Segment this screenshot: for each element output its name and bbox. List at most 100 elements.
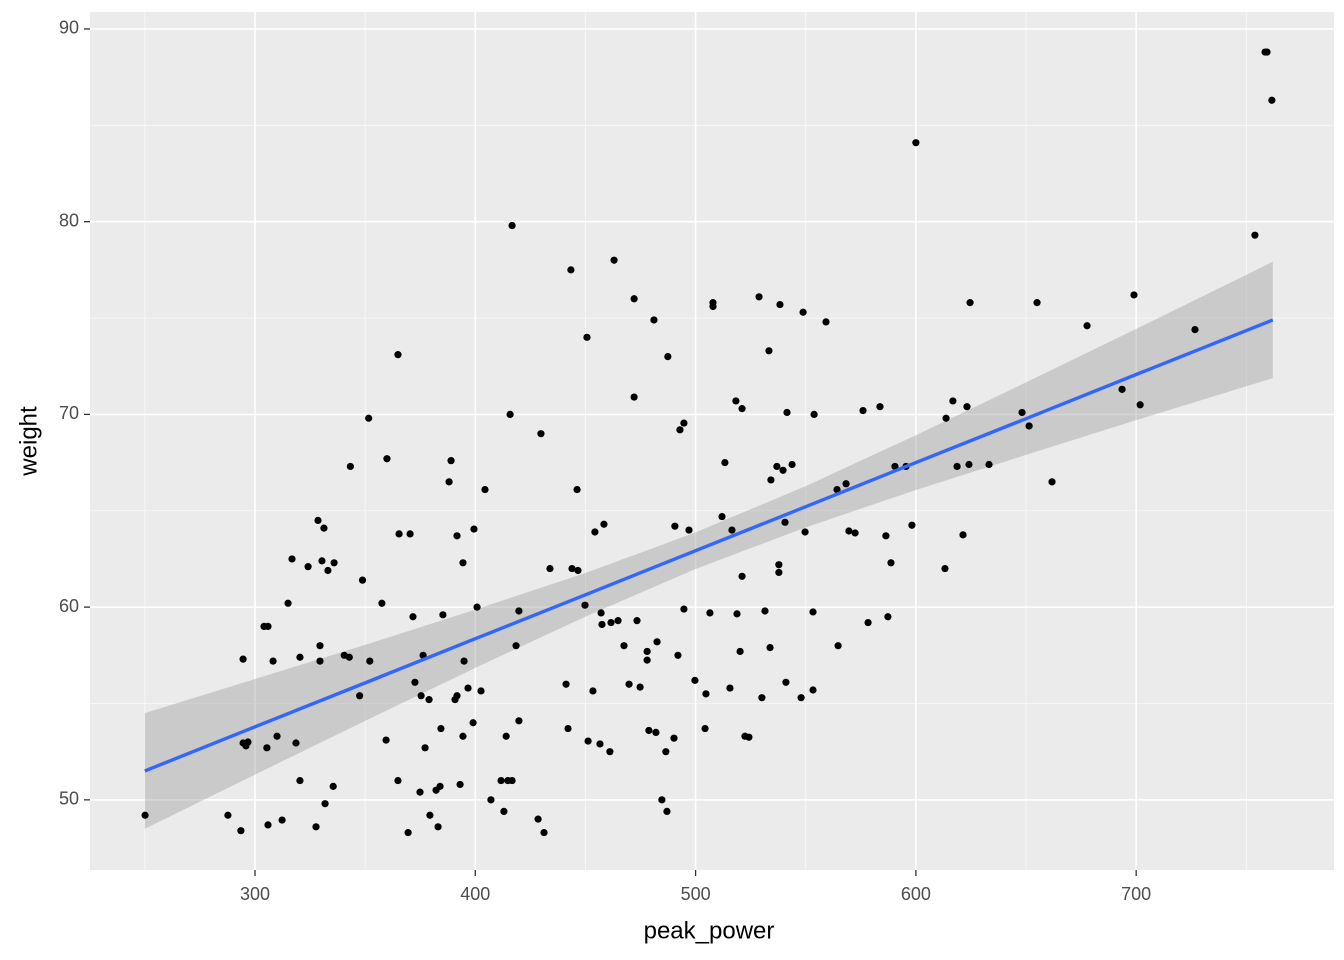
data-point	[470, 525, 478, 533]
data-point	[941, 564, 949, 573]
data-point	[426, 811, 434, 819]
data-point	[500, 807, 508, 816]
data-point	[330, 559, 338, 567]
data-point	[680, 419, 688, 427]
data-point	[664, 352, 672, 361]
data-point	[436, 782, 444, 790]
data-point	[573, 485, 581, 494]
data-point	[965, 460, 973, 469]
data-point	[314, 516, 322, 525]
data-point	[394, 351, 402, 359]
data-point	[600, 520, 608, 528]
data-point	[453, 532, 461, 540]
y-tick-label: 50	[59, 789, 79, 809]
data-point	[583, 333, 591, 341]
y-tick-label: 70	[59, 403, 79, 423]
data-point	[721, 458, 729, 467]
axes: 300 400 500 600 700 50 60 70 80 90	[59, 18, 1151, 904]
data-point	[237, 827, 245, 835]
data-point	[726, 684, 734, 692]
data-point	[733, 610, 741, 618]
data-point	[356, 692, 364, 700]
data-point	[728, 526, 736, 534]
data-point	[456, 780, 464, 789]
data-point	[469, 719, 477, 727]
data-point	[296, 653, 304, 661]
data-point	[567, 266, 575, 274]
data-point	[506, 410, 514, 419]
data-point	[963, 403, 971, 411]
y-tick-label: 60	[59, 596, 79, 616]
data-point	[411, 678, 419, 686]
data-point	[345, 653, 353, 661]
data-point	[680, 605, 688, 613]
data-point	[851, 529, 859, 537]
data-point	[884, 613, 892, 621]
data-point	[244, 738, 252, 746]
data-point	[358, 576, 367, 584]
data-point	[264, 622, 272, 630]
data-point	[562, 680, 570, 688]
data-point	[1033, 299, 1041, 307]
data-point	[1136, 401, 1144, 409]
data-point	[564, 724, 572, 733]
data-point	[512, 642, 520, 650]
data-point	[614, 617, 622, 625]
data-point	[434, 823, 442, 831]
data-point	[394, 776, 402, 785]
data-point	[508, 776, 516, 785]
data-point	[534, 815, 542, 823]
data-point	[767, 476, 775, 484]
data-point	[366, 657, 374, 665]
data-point	[460, 657, 468, 665]
data-point	[761, 607, 769, 615]
data-point	[912, 139, 920, 147]
data-point	[591, 528, 599, 536]
data-point	[779, 466, 787, 474]
data-point	[425, 696, 433, 704]
x-tick-label: 700	[1121, 884, 1151, 904]
data-point	[459, 559, 467, 567]
minor-grid	[90, 12, 1334, 870]
data-point	[1118, 385, 1126, 393]
data-point	[318, 557, 326, 565]
data-point	[864, 618, 872, 627]
data-point	[540, 829, 548, 837]
data-point	[589, 687, 597, 695]
data-point	[304, 563, 312, 571]
data-point	[949, 397, 957, 405]
regression-line	[144, 318, 1274, 773]
x-tick-label: 600	[901, 884, 931, 904]
data-point	[445, 478, 453, 486]
data-point	[406, 530, 414, 538]
data-point	[801, 528, 809, 536]
data-point	[508, 221, 516, 230]
data-point	[1130, 291, 1138, 299]
data-point	[625, 680, 633, 688]
data-point	[439, 611, 447, 619]
data-point	[263, 744, 271, 752]
data-point	[676, 426, 684, 434]
y-tick-label: 90	[59, 18, 79, 38]
data-point	[718, 512, 726, 521]
data-point	[447, 457, 455, 465]
data-point	[685, 526, 693, 534]
data-point	[607, 618, 615, 627]
data-point	[581, 601, 589, 609]
data-point	[497, 776, 505, 785]
data-point	[810, 410, 818, 419]
data-point	[141, 811, 149, 819]
points-layer	[141, 48, 1276, 837]
data-point	[292, 739, 300, 747]
data-point	[773, 462, 781, 471]
data-point	[822, 318, 830, 326]
data-point	[658, 796, 666, 804]
data-point	[620, 642, 628, 650]
data-point	[1048, 478, 1056, 486]
data-point	[809, 686, 817, 694]
data-point	[758, 694, 766, 702]
data-point	[546, 564, 554, 573]
data-point	[395, 530, 403, 538]
data-point	[515, 607, 523, 615]
